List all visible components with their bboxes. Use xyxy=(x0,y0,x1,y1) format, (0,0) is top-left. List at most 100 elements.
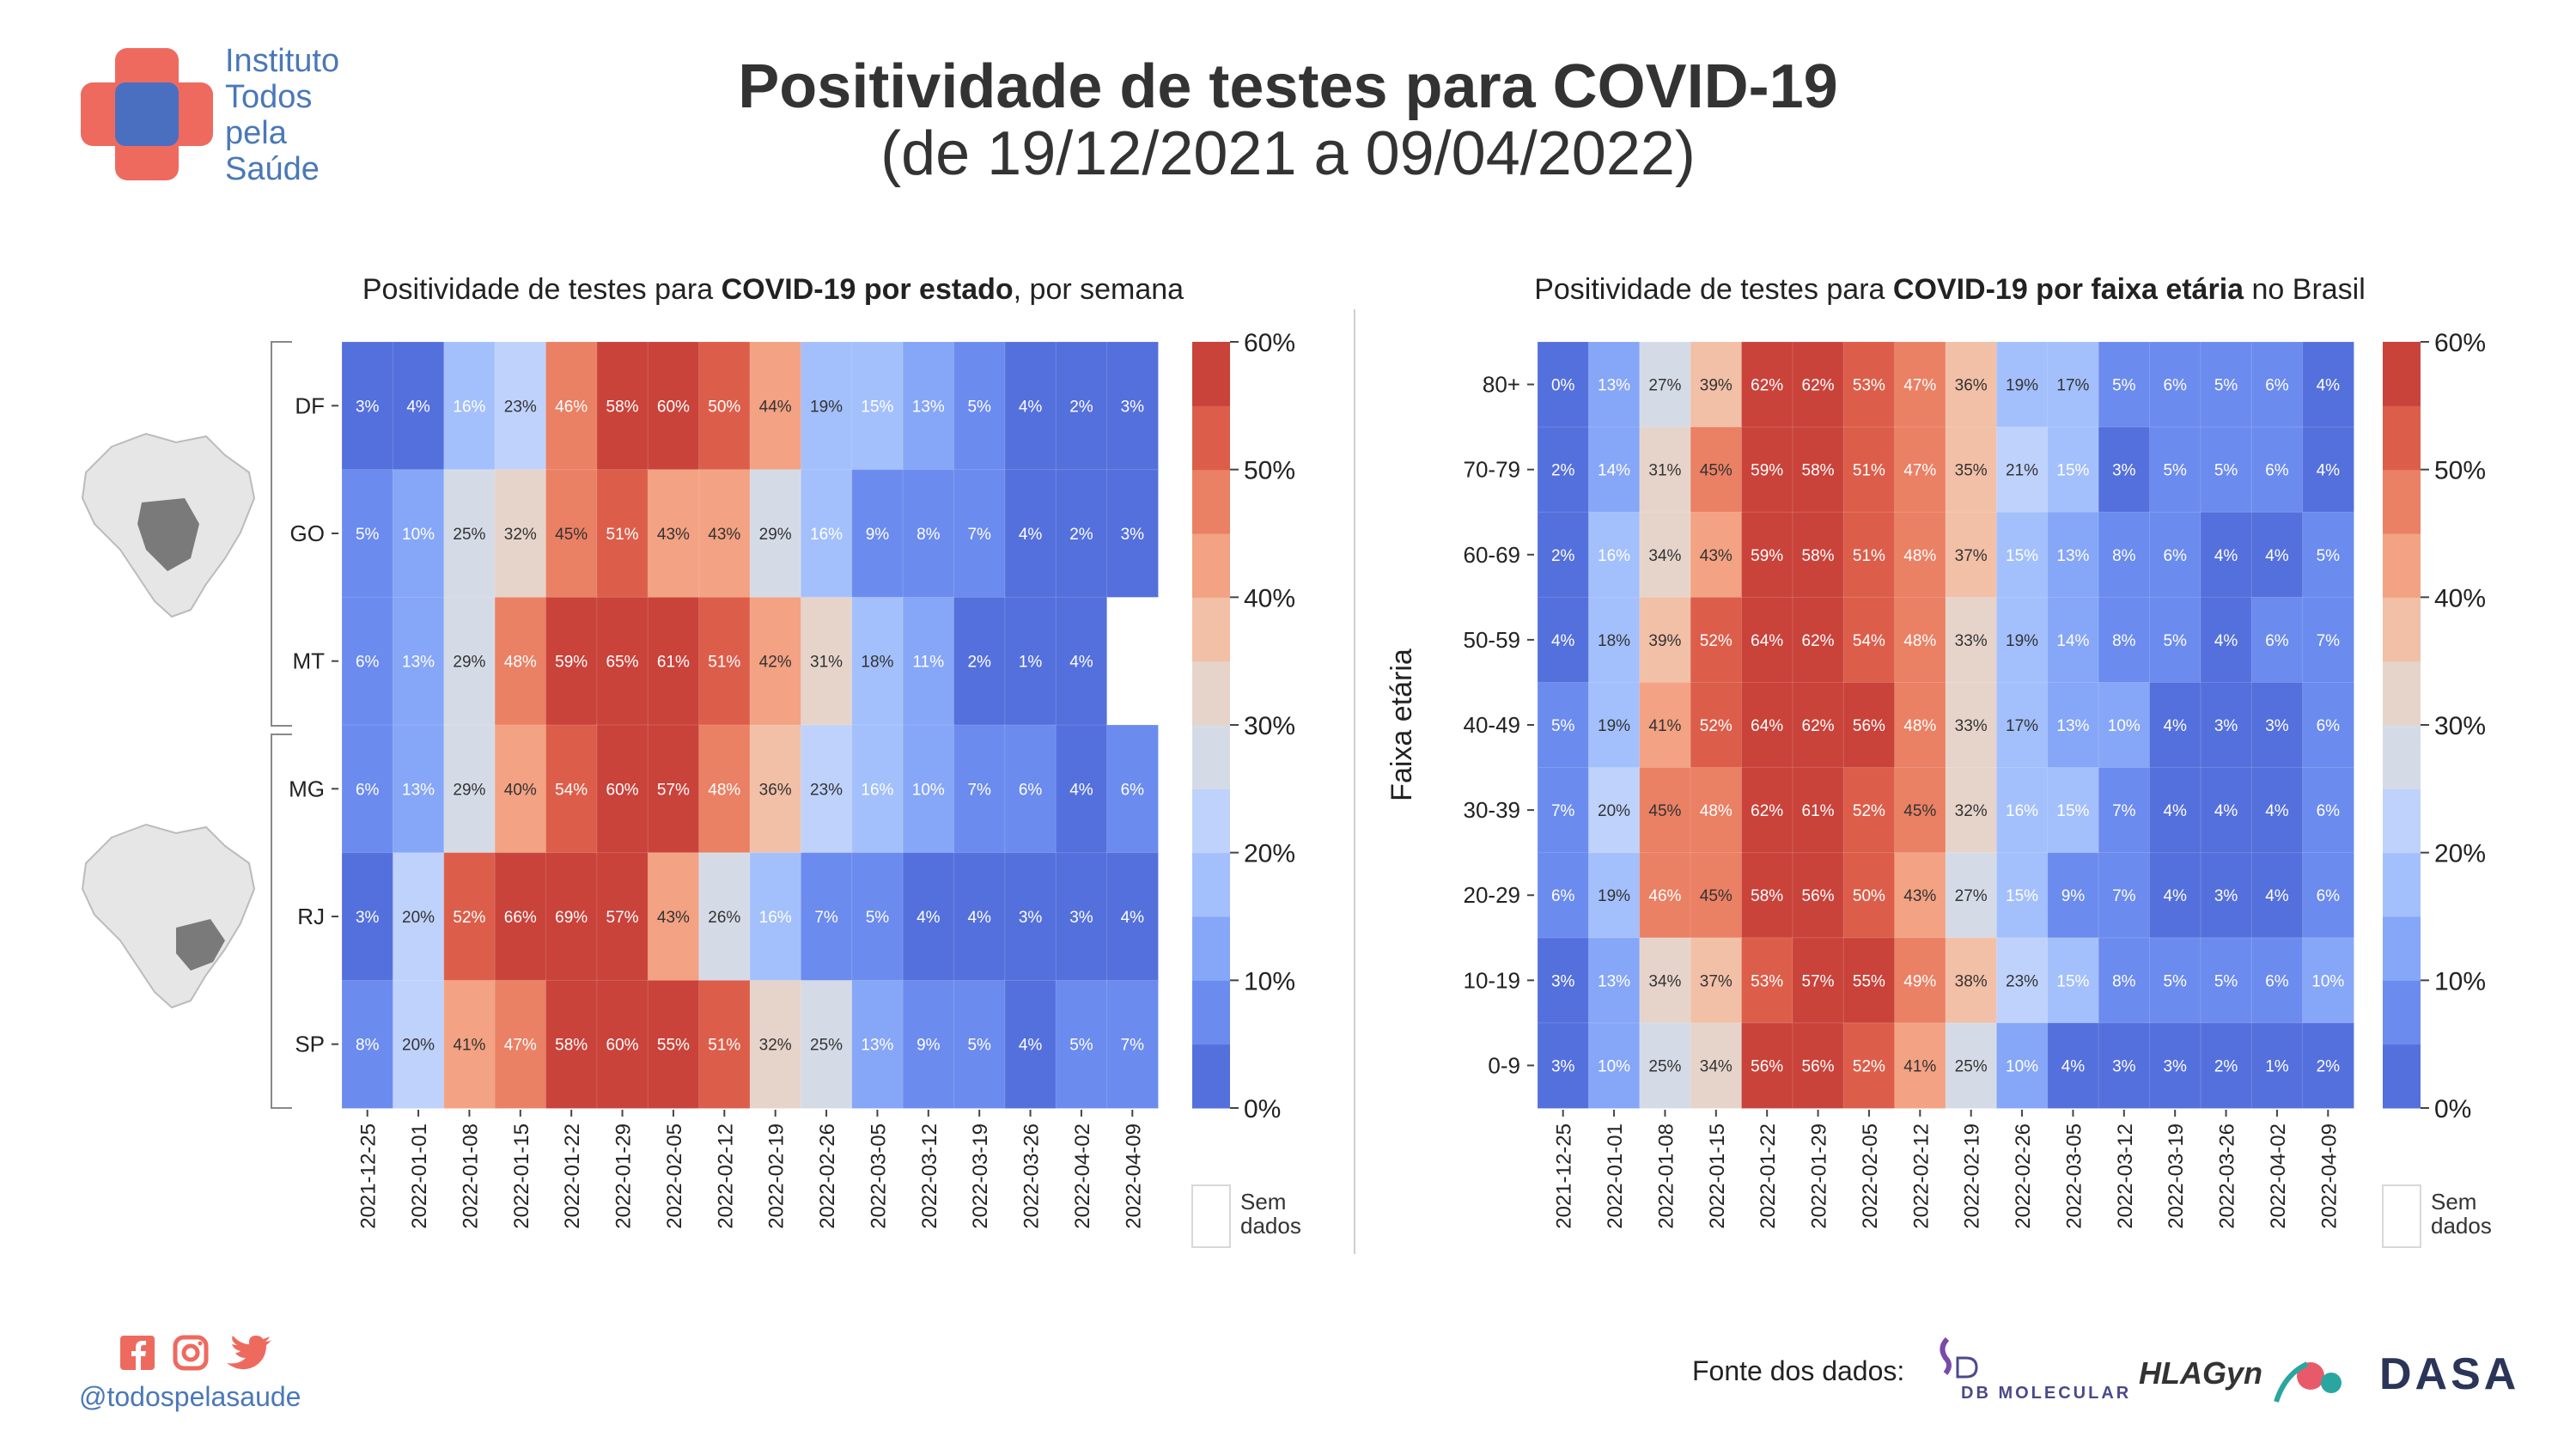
cell-value-label: 19% xyxy=(810,398,843,416)
x-tick-label: 2022-03-12 xyxy=(918,1123,941,1229)
cell-value-label: 8% xyxy=(356,1037,380,1055)
heatmap-cell xyxy=(545,724,598,854)
colorbar-segment xyxy=(1192,405,1230,471)
cell-value-label: 31% xyxy=(810,654,843,672)
cell-value-label: 18% xyxy=(861,654,893,672)
institute-logo xyxy=(81,48,213,180)
cell-value-label: 13% xyxy=(2056,547,2089,565)
cell-value-label: 34% xyxy=(1700,1057,1733,1075)
cell-value-label: 43% xyxy=(657,526,690,544)
cell-value-label: 5% xyxy=(2214,462,2238,480)
nodata-swatch xyxy=(2382,1184,2421,1248)
heatmap-cell xyxy=(647,724,700,854)
panel-divider xyxy=(1354,309,1355,1254)
y-tick-label: MT xyxy=(292,648,325,674)
colorbar-tick-label: 20% xyxy=(2434,840,2486,868)
heatmap-cell xyxy=(494,979,547,1110)
heatmap-cell xyxy=(1639,852,1692,939)
social-handle[interactable]: @todospelasaude xyxy=(79,1381,301,1412)
heatmap-cell xyxy=(2302,596,2354,684)
facebook-icon[interactable] xyxy=(120,1336,155,1370)
cell-value-label: 62% xyxy=(1802,377,1835,395)
colorbar-segment xyxy=(2383,342,2421,406)
cell-value-label: 10% xyxy=(1598,1057,1630,1075)
cell-value-label: 3% xyxy=(1121,526,1145,544)
heatmap-cell xyxy=(1894,852,1946,939)
heatmap-cell xyxy=(341,724,394,854)
x-tick-label: 2022-01-01 xyxy=(408,1123,431,1229)
x-tick-label: 2022-02-05 xyxy=(1859,1123,1882,1229)
cell-value-label: 60% xyxy=(606,781,639,799)
cell-value-label: 4% xyxy=(1019,1037,1043,1055)
cell-value-label: 47% xyxy=(504,1037,537,1055)
cell-value-label: 16% xyxy=(810,526,843,544)
cell-value-label: 6% xyxy=(2265,462,2289,480)
colorbar-segment xyxy=(2383,533,2421,598)
heatmap-cell xyxy=(1792,767,1845,854)
cell-value-label: 3% xyxy=(356,398,380,416)
cell-value-label: 7% xyxy=(1121,1037,1145,1055)
heatmap-cell xyxy=(2250,937,2304,1024)
heatmap-cell xyxy=(1842,426,1896,514)
cell-value-label: 16% xyxy=(861,781,893,799)
cell-value-label: 23% xyxy=(504,398,537,416)
cell-value-label: 18% xyxy=(1598,632,1630,650)
heatmap-cell xyxy=(647,852,700,982)
cell-value-label: 62% xyxy=(1802,632,1835,650)
nodata-label: dados xyxy=(1240,1213,1301,1239)
cell-value-label: 13% xyxy=(1598,377,1630,395)
heatmap-cell xyxy=(1537,681,1590,769)
cell-value-label: 6% xyxy=(2265,972,2289,990)
colorbar-segment xyxy=(1192,469,1230,534)
heatmap-cell xyxy=(1690,937,1743,1024)
heatmap-cell xyxy=(1995,596,2049,684)
heatmap-cell xyxy=(953,596,1006,726)
heatmap-cell xyxy=(1106,852,1159,982)
cell-value-label: 57% xyxy=(606,909,639,927)
cell-value-label: 6% xyxy=(1551,887,1575,905)
heatmap-cell xyxy=(2200,511,2253,599)
colorbar-segment xyxy=(2383,852,2421,917)
cell-value-label: 2% xyxy=(1069,526,1093,544)
heatmap-cell xyxy=(1945,681,1998,769)
instagram-icon[interactable] xyxy=(173,1335,209,1371)
heatmap-cell xyxy=(749,852,802,982)
cell-value-label: 19% xyxy=(1598,887,1630,905)
cell-value-label: 1% xyxy=(2265,1057,2289,1075)
heatmap-cell xyxy=(1995,1022,2049,1110)
twitter-icon[interactable] xyxy=(227,1336,271,1370)
x-tick-label: 2022-02-19 xyxy=(1961,1123,1984,1229)
cell-value-label: 43% xyxy=(708,526,740,544)
heatmap-cell xyxy=(953,341,1006,471)
cell-value-label: 2% xyxy=(1551,462,1575,480)
cell-value-label: 3% xyxy=(1121,398,1145,416)
cell-value-label: 10% xyxy=(2311,972,2344,990)
heatmap-cell xyxy=(545,852,598,982)
x-tick-label: 2022-02-19 xyxy=(765,1123,789,1229)
heatmap-cell xyxy=(1842,681,1896,769)
cell-value-label: 5% xyxy=(2214,972,2238,990)
heatmap-cell xyxy=(1690,852,1743,939)
colorbar-segment xyxy=(2383,788,2421,854)
colorbar-tick-label: 40% xyxy=(1244,584,1295,612)
heatmap-cell xyxy=(2047,341,2100,429)
y-tick-label: MG xyxy=(289,776,325,801)
cell-value-label: 10% xyxy=(2108,717,2141,735)
cell-value-label: 56% xyxy=(1853,717,1885,735)
cell-value-label: 39% xyxy=(1700,377,1733,395)
brand-name: DB MOLECULAR xyxy=(1961,1384,2132,1403)
heatmap-cell xyxy=(2149,596,2201,684)
heatmap-cell xyxy=(1995,511,2049,599)
cell-value-label: 21% xyxy=(2006,462,2038,480)
heatmap-cell xyxy=(1894,1022,1946,1110)
cell-value-label: 6% xyxy=(2317,887,2341,905)
logo-line: pela xyxy=(225,115,287,151)
cell-value-label: 5% xyxy=(2112,377,2136,395)
cell-value-label: 58% xyxy=(1802,547,1835,565)
cell-value-label: 44% xyxy=(759,398,792,416)
x-tick-label: 2022-01-22 xyxy=(1757,1123,1780,1229)
cell-value-label: 58% xyxy=(1751,887,1783,905)
colorbar-segment xyxy=(2383,1044,2421,1109)
cell-value-label: 15% xyxy=(2006,887,2038,905)
